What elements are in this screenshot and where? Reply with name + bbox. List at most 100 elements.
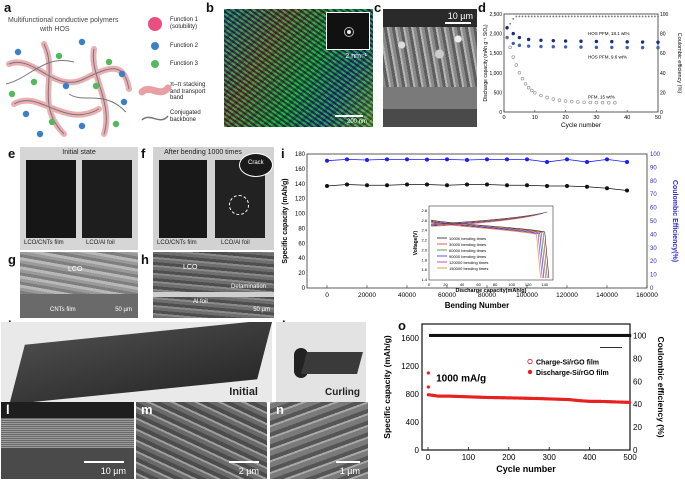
ce-point-o <box>593 333 597 337</box>
photo-e-title: Initial state <box>62 149 96 156</box>
scale-bar-b <box>335 115 363 117</box>
ce-point-d <box>512 18 515 20</box>
scale-label-l: 10 µm <box>100 466 126 476</box>
data-point-d <box>610 39 614 44</box>
ce-point-o <box>429 333 432 337</box>
ce-point-o <box>575 333 578 337</box>
y-tick-label-i: 140 <box>295 182 306 188</box>
ce-point-o <box>519 333 523 337</box>
y2-tick-label-o: 20 <box>633 423 642 432</box>
ce-point-i <box>385 157 389 162</box>
x-tick-label-i: 40000 <box>398 292 416 299</box>
ce-point-o <box>556 333 559 337</box>
ce-point-o <box>469 333 472 337</box>
ce-point-d <box>573 15 576 18</box>
y2-tick-label-d: 60 <box>660 51 666 57</box>
legend-backbone-sub: backbone <box>170 117 197 123</box>
photo-e-left: LCO/CNTs film <box>24 240 64 246</box>
data-point-d <box>570 99 574 104</box>
ce-point-d <box>536 15 539 18</box>
ce-point-o <box>568 333 571 337</box>
ce-point-d <box>598 15 601 18</box>
inset-legend-label-i: 30000 bending times <box>449 242 486 247</box>
ce-point-o <box>570 333 574 337</box>
ce-point-i <box>365 158 369 163</box>
ce-point-o <box>587 333 590 337</box>
inset-x-tick-i: 140 <box>541 282 548 287</box>
inset-y-tick-i: 2.0 <box>421 247 427 252</box>
initial-point-o <box>426 385 431 389</box>
y2-tick-label-o: 60 <box>633 377 642 386</box>
inset-charge-curve-i <box>430 214 540 227</box>
data-point-d <box>600 100 605 105</box>
ce-point-o <box>471 333 474 337</box>
ce-point-d <box>626 15 629 18</box>
ce-point-o <box>578 333 581 337</box>
legend-backbone: Conjugated <box>170 110 201 116</box>
plot-frame-o <box>421 323 631 451</box>
ce-point-d <box>524 15 527 18</box>
y-tick-label-d: 1,000 <box>489 71 502 77</box>
ce-point-o <box>465 333 468 337</box>
ce-point-d <box>546 15 549 18</box>
ce-point-o <box>573 333 576 337</box>
ce-point-o <box>551 333 554 337</box>
y2-tick-label-d: 20 <box>660 90 666 96</box>
y-tick-label-i: 80 <box>298 226 305 232</box>
data-point-d <box>607 101 611 105</box>
panel-label-n: n <box>276 402 284 417</box>
legend-function2: Function 2 <box>170 43 199 49</box>
data-point-d <box>582 100 586 104</box>
data-point-d <box>563 39 568 43</box>
ce-point-i <box>545 160 549 165</box>
ce-point-o <box>466 333 469 337</box>
y2-tick-label-i: 60 <box>650 206 657 212</box>
x-tick-label-i: 0 <box>325 292 329 299</box>
inset-y-tick-i: 1.8 <box>421 257 427 262</box>
ce-point-d <box>586 15 589 18</box>
y2-tick-label-i: 100 <box>650 152 661 158</box>
data-point-d <box>517 35 522 40</box>
data-point-d <box>576 100 580 104</box>
ce-point-o <box>618 333 621 337</box>
x-axis-label-i: Bending Number <box>445 301 509 310</box>
data-point-d <box>563 99 568 103</box>
y-tick-label-o: 1600 <box>401 334 419 343</box>
ce-point-o <box>596 333 599 337</box>
ce-point-o <box>447 333 450 337</box>
ce-point-d <box>623 15 626 18</box>
ce-point-d <box>610 15 613 18</box>
polymer-diagram <box>5 38 132 138</box>
ce-point-d <box>641 15 644 18</box>
caption-k: Curling <box>325 387 360 398</box>
ce-point-d <box>604 15 607 18</box>
scale-label-n: 1 µm <box>339 466 360 476</box>
x-tick-label-o: 0 <box>426 453 431 462</box>
y2-tick-label-o: 40 <box>633 400 642 409</box>
ce-point-i <box>345 157 349 162</box>
ce-point-o <box>622 333 626 337</box>
inset-y-tick-i: 2.4 <box>421 228 427 233</box>
x-tick-label-i: 20000 <box>358 292 376 299</box>
ce-point-d <box>540 15 542 18</box>
ce-point-o <box>481 333 484 337</box>
legend-marker-charge-o <box>527 358 533 365</box>
capacity-point-i <box>365 183 369 188</box>
y2-tick-label-o: 100 <box>633 331 647 340</box>
capacity-point-i <box>625 188 629 193</box>
ce-point-o <box>454 333 457 337</box>
capacity-point-i <box>385 183 389 188</box>
panel-label-g: g <box>8 252 16 267</box>
y2-tick-label-i: 50 <box>650 219 657 225</box>
ce-point-o <box>512 333 515 337</box>
ce-point-i <box>405 157 409 162</box>
data-point-d <box>539 93 543 98</box>
ce-point-d <box>561 15 564 18</box>
ce-point-i <box>465 158 469 163</box>
panel-label-f: f <box>141 146 146 161</box>
ce-point-d <box>654 15 656 18</box>
legend-function1: Function 1 <box>170 17 199 23</box>
inset-legend-label-i: 150000 bending times <box>449 266 488 271</box>
ce-point-o <box>545 333 548 337</box>
data-point-d <box>520 76 525 81</box>
